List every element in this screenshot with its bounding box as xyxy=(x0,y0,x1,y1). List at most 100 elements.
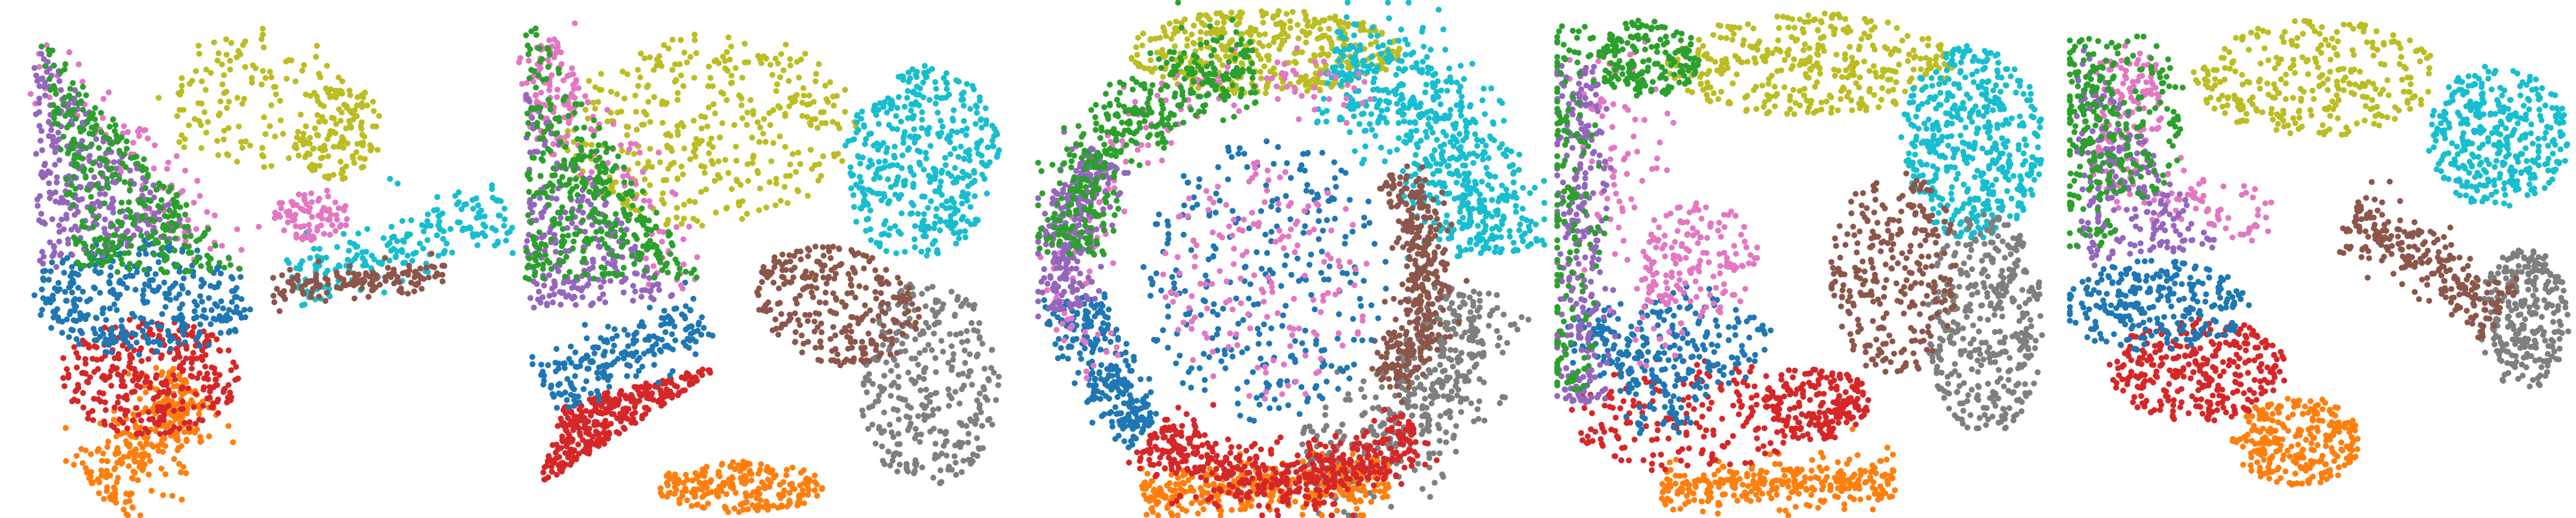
data-point xyxy=(993,129,1000,136)
data-point xyxy=(918,431,925,438)
data-point xyxy=(424,218,431,225)
data-point xyxy=(68,182,75,188)
data-point xyxy=(60,226,67,232)
data-point xyxy=(645,158,651,165)
data-point xyxy=(181,429,188,436)
data-point xyxy=(965,183,971,190)
data-point xyxy=(231,309,237,315)
data-point xyxy=(864,389,870,396)
data-point xyxy=(64,316,70,323)
data-point xyxy=(680,82,687,90)
data-point xyxy=(875,398,882,404)
data-point xyxy=(698,125,705,132)
data-point xyxy=(358,119,365,125)
data-point xyxy=(79,79,86,85)
data-point xyxy=(324,290,330,296)
data-point xyxy=(618,418,624,425)
data-point xyxy=(401,238,407,245)
data-point xyxy=(344,140,351,147)
data-point xyxy=(268,163,274,169)
data-point xyxy=(107,288,114,295)
data-point xyxy=(797,256,804,263)
data-point xyxy=(155,259,162,265)
data-point xyxy=(114,269,121,275)
data-point xyxy=(176,139,182,145)
data-point xyxy=(970,451,977,458)
data-point xyxy=(665,377,672,384)
data-point xyxy=(207,267,214,274)
data-point xyxy=(325,193,332,200)
data-point xyxy=(661,42,667,49)
data-point xyxy=(911,236,917,243)
data-point xyxy=(989,421,995,428)
data-point xyxy=(179,368,186,375)
data-point xyxy=(107,472,114,479)
data-point xyxy=(180,360,186,366)
data-point xyxy=(843,328,849,334)
data-point xyxy=(611,342,618,349)
data-point xyxy=(219,61,225,68)
data-point xyxy=(200,386,207,393)
data-point xyxy=(165,159,171,166)
data-point xyxy=(798,332,805,339)
data-point xyxy=(912,435,918,441)
data-point xyxy=(865,164,872,170)
data-point xyxy=(659,238,665,245)
data-point xyxy=(125,463,132,469)
data-point xyxy=(346,88,353,94)
data-point xyxy=(335,74,342,80)
data-point xyxy=(98,356,105,362)
data-point xyxy=(550,442,556,449)
data-point xyxy=(174,353,181,360)
data-point xyxy=(847,164,854,171)
data-point xyxy=(122,412,128,418)
data-point xyxy=(959,339,966,345)
data-point xyxy=(693,376,699,382)
data-point xyxy=(115,371,121,378)
data-point xyxy=(123,138,130,145)
data-point xyxy=(343,125,349,132)
data-point xyxy=(277,97,284,104)
data-point xyxy=(741,473,747,479)
data-point xyxy=(145,409,152,415)
data-point xyxy=(208,307,215,314)
data-point xyxy=(203,66,210,73)
data-point xyxy=(932,238,938,244)
data-point xyxy=(178,82,185,89)
data-point xyxy=(193,302,200,309)
data-point xyxy=(687,306,694,313)
data-point xyxy=(111,159,117,166)
data-point xyxy=(164,269,171,275)
data-point xyxy=(845,271,852,277)
data-point xyxy=(99,262,105,269)
data-point xyxy=(172,235,178,241)
data-point xyxy=(540,469,546,476)
data-point xyxy=(31,292,38,299)
data-point xyxy=(225,152,232,158)
data-point xyxy=(64,297,70,304)
data-point xyxy=(41,84,47,90)
data-point xyxy=(361,156,368,162)
data-point xyxy=(778,325,784,331)
data-point xyxy=(553,368,559,375)
data-point xyxy=(415,272,422,278)
data-point xyxy=(975,445,982,451)
data-point xyxy=(868,130,874,137)
data-point xyxy=(684,497,690,504)
data-point xyxy=(895,195,902,202)
data-point xyxy=(86,344,92,351)
data-point xyxy=(319,114,326,120)
data-point xyxy=(110,223,116,229)
data-point xyxy=(958,386,965,393)
data-point xyxy=(470,205,476,212)
data-point xyxy=(217,330,224,336)
data-point xyxy=(327,232,334,238)
data-point xyxy=(576,399,583,406)
data-point xyxy=(196,330,202,338)
data-point xyxy=(420,228,427,235)
data-point xyxy=(933,206,940,212)
data-point xyxy=(892,181,899,188)
data-point xyxy=(678,163,685,170)
data-point xyxy=(673,305,679,312)
data-point xyxy=(143,374,150,380)
